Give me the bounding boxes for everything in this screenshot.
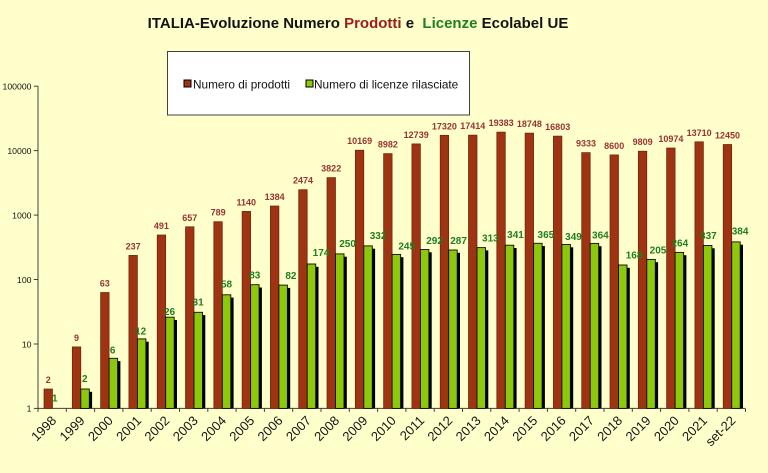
svg-text:1: 1	[27, 404, 32, 414]
svg-text:205: 205	[650, 245, 667, 256]
svg-text:2: 2	[82, 374, 88, 385]
svg-text:13710: 13710	[687, 128, 712, 138]
svg-text:82: 82	[285, 271, 297, 282]
svg-text:31: 31	[193, 298, 205, 309]
svg-text:245: 245	[398, 241, 415, 252]
svg-text:174: 174	[313, 248, 330, 259]
svg-text:Numero di prodotti: Numero di prodotti	[193, 78, 290, 92]
svg-text:17320: 17320	[432, 121, 457, 131]
svg-text:1384: 1384	[265, 192, 285, 202]
svg-text:3822: 3822	[321, 164, 341, 174]
svg-text:789: 789	[211, 208, 226, 218]
svg-text:292: 292	[426, 236, 443, 247]
svg-text:2474: 2474	[293, 176, 313, 186]
svg-text:83: 83	[249, 271, 261, 282]
svg-text:657: 657	[182, 213, 197, 223]
svg-text:12450: 12450	[715, 131, 740, 141]
svg-text:18748: 18748	[517, 119, 542, 129]
svg-text:12: 12	[135, 326, 147, 337]
svg-text:16803: 16803	[545, 122, 570, 132]
svg-text:100: 100	[17, 275, 32, 285]
svg-text:341: 341	[507, 230, 524, 241]
svg-text:12739: 12739	[404, 130, 429, 140]
svg-text:364: 364	[592, 231, 609, 242]
svg-text:365: 365	[538, 230, 555, 241]
svg-text:ITALIA-Evoluzione Numero Prodo: ITALIA-Evoluzione Numero Prodotti e Lice…	[148, 15, 569, 32]
svg-text:9333: 9333	[576, 139, 596, 149]
svg-text:58: 58	[221, 280, 233, 291]
svg-text:Numero di licenze rilasciate: Numero di licenze rilasciate	[314, 78, 459, 92]
svg-text:10169: 10169	[347, 136, 372, 146]
svg-text:1000: 1000	[12, 210, 31, 220]
svg-text:313: 313	[482, 233, 499, 244]
svg-text:9809: 9809	[633, 137, 653, 147]
svg-text:63: 63	[100, 279, 110, 289]
svg-text:100000: 100000	[3, 82, 32, 92]
svg-text:10000: 10000	[7, 146, 31, 156]
svg-text:10: 10	[22, 339, 32, 349]
svg-text:491: 491	[154, 221, 169, 231]
svg-text:1140: 1140	[237, 197, 257, 207]
svg-text:17414: 17414	[460, 121, 485, 131]
svg-text:237: 237	[126, 241, 141, 251]
svg-text:384: 384	[732, 227, 749, 238]
svg-text:2: 2	[46, 375, 51, 385]
svg-text:8982: 8982	[378, 140, 398, 150]
svg-text:9: 9	[74, 333, 79, 343]
svg-text:250: 250	[339, 239, 356, 250]
svg-text:168: 168	[626, 250, 643, 261]
svg-text:6: 6	[110, 346, 116, 357]
svg-text:19383: 19383	[489, 118, 514, 128]
svg-text:264: 264	[671, 239, 688, 250]
svg-text:337: 337	[700, 231, 717, 242]
svg-text:349: 349	[565, 232, 582, 243]
svg-text:287: 287	[450, 236, 467, 247]
svg-text:26: 26	[164, 307, 176, 318]
svg-text:8600: 8600	[604, 141, 624, 151]
svg-text:10974: 10974	[658, 134, 683, 144]
svg-text:332: 332	[370, 231, 387, 242]
svg-text:1: 1	[52, 394, 58, 405]
